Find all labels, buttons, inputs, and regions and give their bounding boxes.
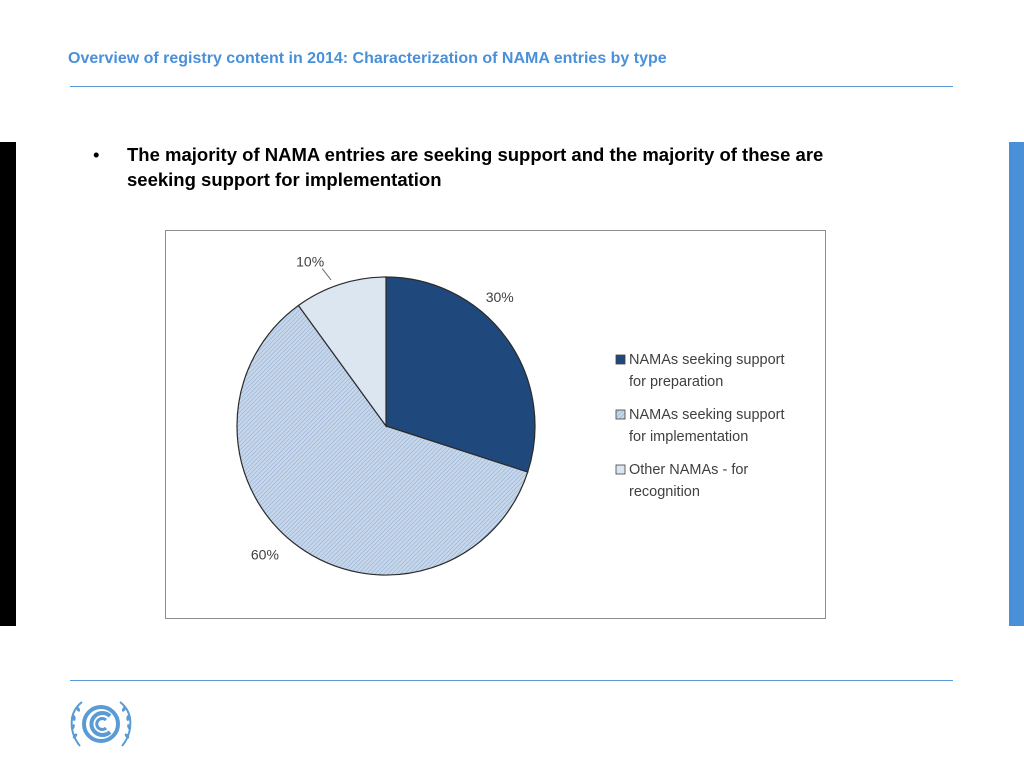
pie-chart-frame: 30% 60% 10% NAMAs seeking support for prepa… [165,230,826,619]
legend-label-1: NAMAs seeking support [629,352,785,368]
legend-label-2: for implementation [629,429,748,445]
pie-slice-3 [297,276,387,428]
legend-label-3: recognition [629,484,700,500]
pie-chart: 30% 60% 10% NAMAs seeking support for prepa… [236,254,785,576]
pie-slice-1 [385,276,536,473]
pie-data-label-2: 60% [251,547,279,563]
title-divider [70,86,953,87]
legend-swatch-2 [615,409,626,420]
slide-title: Overview of registry content in 2014: Ch… [68,50,667,67]
pie-data-label-1: 30% [486,289,514,305]
right-accent-bar [1009,142,1024,626]
pie-data-label-3: 10% [296,254,324,270]
legend-label-1: for preparation [629,374,723,390]
pie-slice-2 [236,304,529,576]
bullet-marker: • [93,144,100,165]
legend-label-2: NAMAs seeking support [629,407,785,423]
left-accent-bar [0,142,16,626]
unfccc-logo [70,701,132,747]
legend-label-3: Other NAMAs - for [629,462,748,478]
legend-swatch-3 [615,464,626,475]
legend-swatch-1 [615,354,626,365]
pie-leader-line [321,268,332,281]
footer-divider [70,680,953,681]
bullet-text: The majority of NAMA entries are seeking… [127,144,824,190]
